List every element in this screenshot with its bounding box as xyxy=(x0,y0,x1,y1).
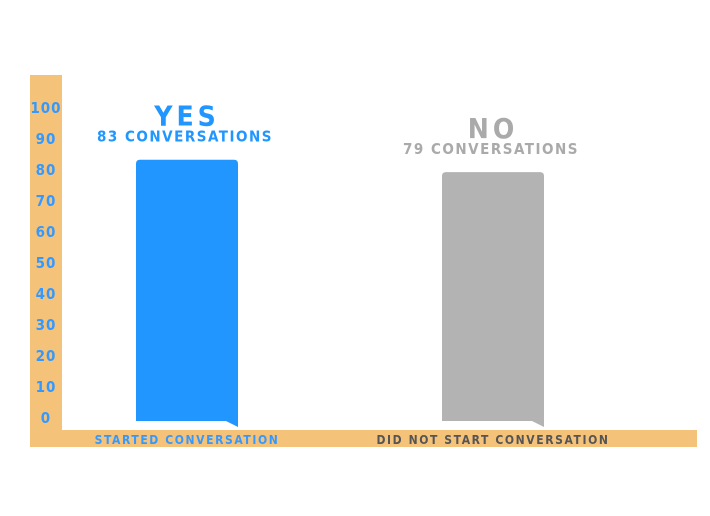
y-tick-label: 70 xyxy=(36,192,57,210)
category-labels: STARTED CONVERSATION DID NOT START CONVER… xyxy=(95,433,609,447)
category-label: STARTED CONVERSATION xyxy=(95,433,280,447)
y-axis-ticks: 0 10 20 30 40 50 60 70 80 90 100 xyxy=(30,99,61,427)
y-tick-label: 10 xyxy=(36,378,57,396)
y-tick-label: 0 xyxy=(41,409,51,427)
y-tick-label: 90 xyxy=(36,130,57,148)
bar xyxy=(442,172,544,427)
bar-label: NO xyxy=(468,112,519,145)
bar-sublabel: 79 CONVERSATIONS xyxy=(403,140,579,158)
bar xyxy=(136,159,238,427)
y-axis-band xyxy=(30,75,62,447)
y-tick-label: 30 xyxy=(36,316,57,334)
y-tick-label: 80 xyxy=(36,161,57,179)
bar-label: YES xyxy=(153,100,220,133)
bar-sublabel: 83 CONVERSATIONS xyxy=(97,128,273,146)
y-tick-label: 60 xyxy=(36,223,57,241)
category-label: DID NOT START CONVERSATION xyxy=(376,433,609,447)
y-tick-label: 40 xyxy=(36,285,57,303)
bars xyxy=(136,159,544,427)
y-tick-label: 20 xyxy=(36,347,57,365)
y-tick-label: 100 xyxy=(30,99,61,117)
x-axis-band xyxy=(30,430,697,447)
y-tick-label: 50 xyxy=(36,254,57,272)
